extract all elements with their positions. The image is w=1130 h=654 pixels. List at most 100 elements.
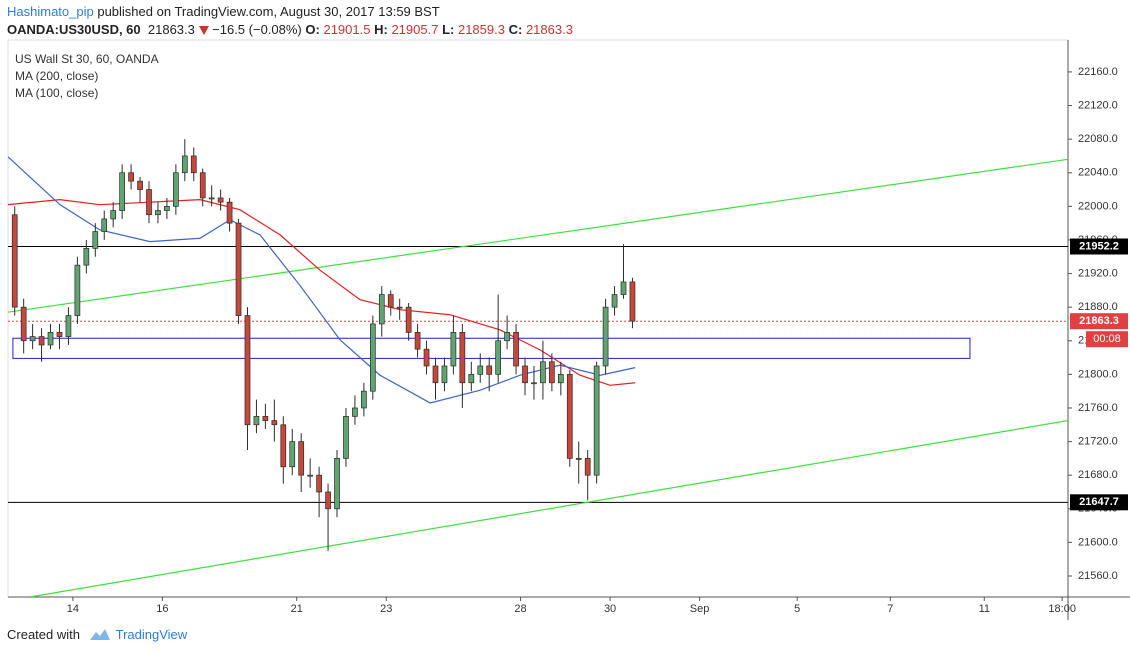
y-tick-label: 21720.0: [1078, 435, 1118, 447]
candle-body: [593, 365, 600, 476]
candle-body: [531, 382, 537, 385]
countdown-box: [1086, 331, 1128, 348]
candle-body: [298, 441, 305, 476]
last-price-label: 21863.3: [1079, 315, 1119, 327]
brand[interactable]: TradingView: [115, 627, 188, 642]
candle-body: [584, 458, 591, 476]
y-tick-label: 21760.0: [1078, 402, 1118, 414]
candle-body: [557, 374, 564, 384]
candle-body: [181, 155, 188, 174]
candle-body: [235, 222, 242, 316]
x-tick-label: Sep: [690, 603, 710, 615]
x-tick-label: 23: [380, 603, 392, 615]
countdown: 00:08: [1093, 333, 1121, 345]
candle-body: [38, 336, 45, 346]
quote-line: OANDA:US30USD, 60 21863.3 −16.5 (−0.08%)…: [7, 21, 573, 39]
candle-body: [468, 374, 475, 384]
last-price-box: [1070, 313, 1128, 330]
created-with: Created with: [7, 627, 80, 642]
candle-body: [387, 294, 394, 308]
trendline: [8, 158, 1068, 313]
y-tick-label: 21680.0: [1078, 469, 1118, 481]
y-tick-label: 21600.0: [1078, 536, 1118, 548]
x-tick-label: 30: [604, 603, 616, 615]
level-label: 21952.2: [1079, 240, 1119, 252]
y-tick-label: 22120.0: [1078, 99, 1118, 111]
candle-body: [575, 458, 582, 460]
candle-body: [128, 172, 134, 182]
ohlc-label: C:: [508, 22, 523, 37]
y-tick-label: 22000.0: [1078, 200, 1118, 212]
y-tick-label: 21560.0: [1078, 570, 1118, 582]
chart: 21560.021600.021640.021680.021720.021760…: [7, 39, 1130, 620]
candle-body: [74, 264, 81, 316]
candle-body: [629, 281, 636, 322]
candle-body: [280, 424, 287, 468]
ohlc-value: 21905.7: [391, 22, 439, 37]
candle-body: [450, 332, 457, 367]
down-arrow: [198, 26, 209, 35]
candle-body: [432, 365, 439, 384]
ohlc-label: H:: [374, 22, 388, 37]
x-tick-label: 16: [156, 603, 168, 615]
change: −16.5 (−0.08%): [212, 22, 302, 37]
candle-body: [208, 197, 215, 200]
candle-body: [155, 210, 161, 216]
candle-body: [307, 474, 314, 477]
y-tick-label: 21920.0: [1078, 267, 1118, 279]
legend-ma100: MA (100, close): [15, 86, 98, 100]
y-tick-label: 22040.0: [1078, 167, 1118, 179]
ohlc-value: 21901.5: [323, 22, 371, 37]
candle-body: [477, 365, 484, 375]
candle-body: [110, 210, 117, 220]
y-tick-label: 21880.0: [1078, 301, 1118, 313]
candle-body: [441, 365, 448, 384]
candle-body: [361, 390, 367, 409]
candle-body: [620, 281, 627, 295]
candle-body: [414, 332, 421, 350]
candle-body: [119, 172, 125, 211]
candle-body: [325, 491, 331, 510]
candle-body: [271, 420, 278, 426]
moving-average: [8, 156, 636, 404]
candle-body: [137, 180, 143, 190]
ohlc-label: L:: [442, 22, 455, 37]
author[interactable]: Hashimato_pip: [7, 4, 94, 19]
candle-body: [352, 407, 358, 417]
candle-body: [217, 197, 224, 203]
last: 21863.3: [147, 22, 195, 37]
x-tick-label: 11: [979, 603, 990, 615]
y-tick-label: 21800.0: [1078, 368, 1118, 380]
candle-body: [244, 315, 251, 426]
candle-body: [65, 315, 72, 337]
x-tick-label: 14: [67, 603, 79, 615]
trendline: [29, 419, 1068, 597]
candle-body: [289, 441, 296, 468]
candle-body: [334, 458, 340, 510]
legend-symbol: US Wall St 30, 60, OANDA: [15, 52, 159, 66]
x-tick-label: 18:00: [1048, 603, 1076, 615]
candle-body: [369, 323, 376, 392]
candle-body: [29, 336, 36, 342]
candle-body: [92, 231, 99, 249]
candle-body: [190, 155, 197, 174]
candle-body: [495, 340, 502, 375]
candle-body: [566, 374, 573, 459]
y-tick-label: 22160.0: [1078, 66, 1118, 78]
symbol: OANDA:US30USD, 60: [7, 22, 141, 37]
candle-body: [56, 332, 63, 337]
level-box: [1070, 238, 1128, 255]
candle-body: [611, 294, 618, 308]
footer: Created with TradingView: [7, 627, 187, 642]
candle-body: [199, 172, 206, 199]
candle-body: [146, 189, 152, 216]
candle-body: [513, 332, 519, 367]
candle-body: [522, 365, 528, 384]
candle-body: [262, 416, 269, 421]
candle-body: [101, 218, 108, 232]
candle-body: [226, 201, 233, 224]
candle-body: [396, 306, 403, 309]
candle-body: [405, 306, 412, 333]
x-tick-label: 5: [794, 603, 800, 615]
